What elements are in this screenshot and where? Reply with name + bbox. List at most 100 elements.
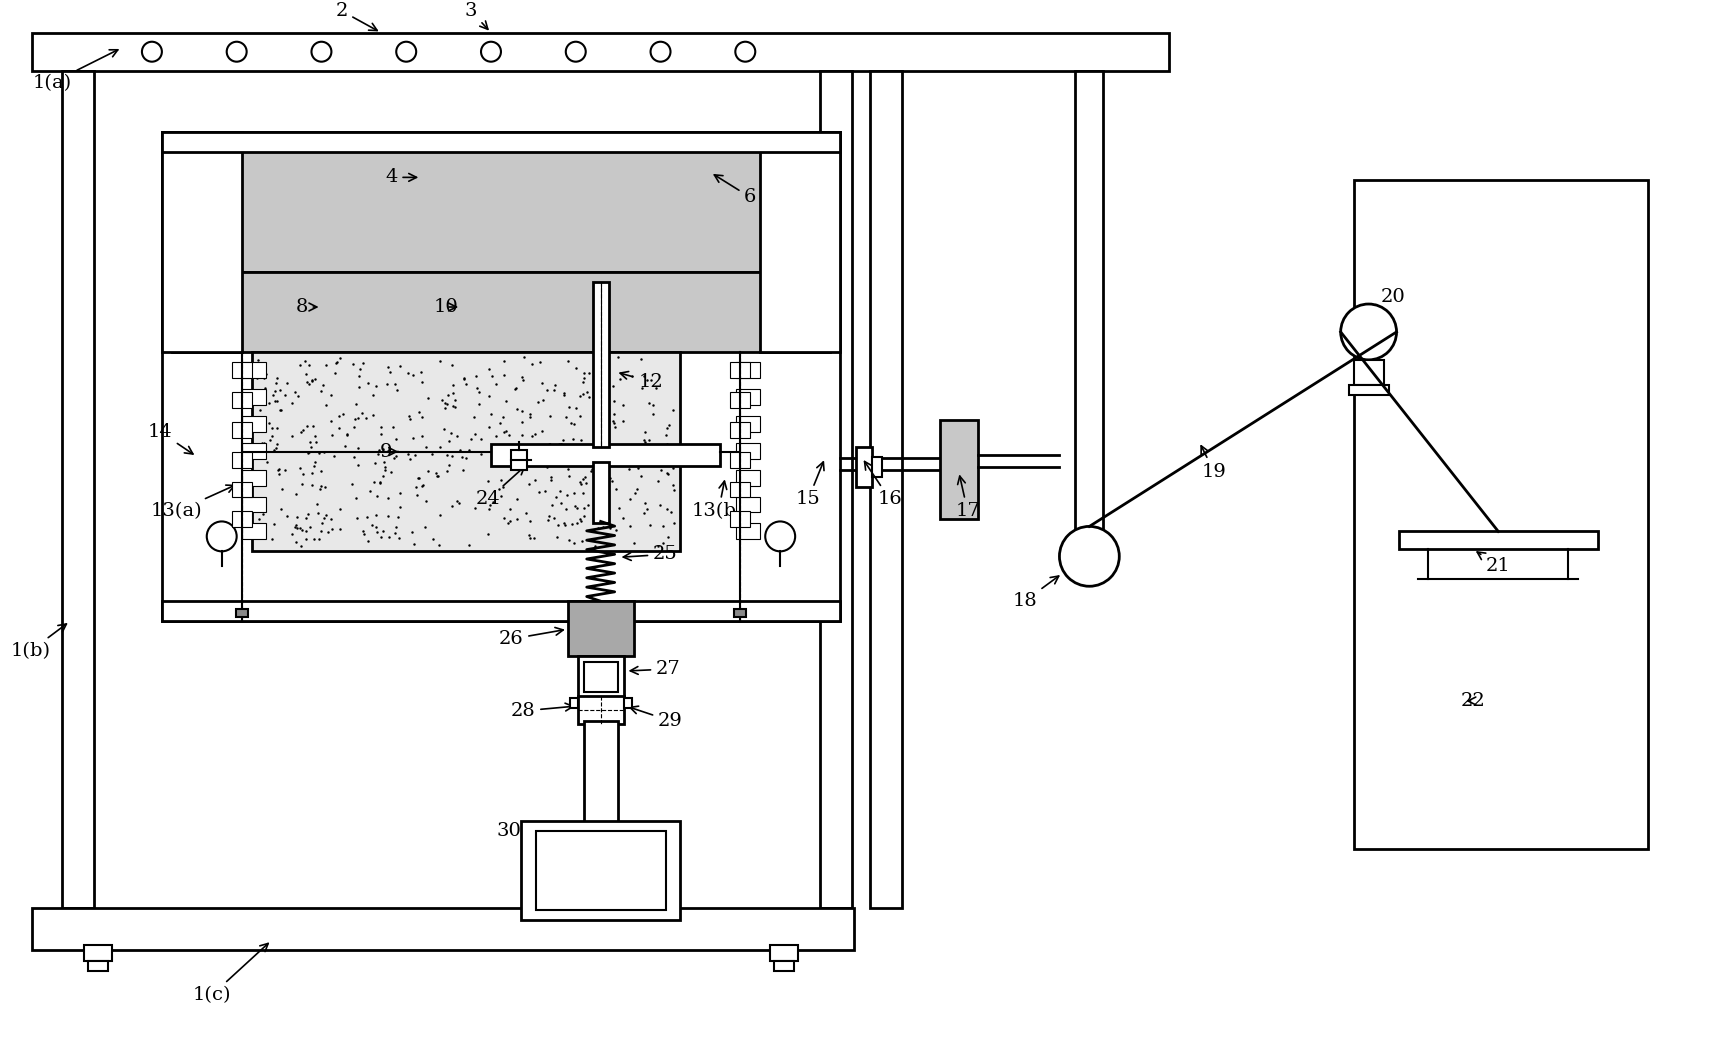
Bar: [736, 496, 760, 513]
Bar: [1398, 532, 1598, 550]
Text: 19: 19: [1201, 446, 1227, 480]
Bar: [231, 392, 252, 408]
Text: 29: 29: [630, 706, 683, 729]
Bar: [731, 362, 751, 377]
Text: 15: 15: [796, 461, 825, 509]
Bar: [171, 272, 830, 352]
Bar: [163, 132, 241, 352]
Bar: [736, 470, 760, 486]
Circle shape: [397, 42, 416, 62]
Text: 8: 8: [296, 298, 317, 316]
Bar: [163, 601, 840, 621]
Text: 16: 16: [864, 461, 902, 509]
Bar: [231, 362, 252, 377]
Bar: [520, 821, 681, 921]
Bar: [231, 512, 252, 528]
Circle shape: [207, 521, 236, 552]
Bar: [536, 830, 666, 910]
Text: 24: 24: [476, 467, 525, 509]
Bar: [736, 442, 760, 458]
Bar: [241, 496, 265, 513]
Bar: [820, 70, 852, 908]
Bar: [583, 662, 618, 692]
Bar: [236, 610, 248, 617]
Bar: [171, 143, 830, 272]
Circle shape: [566, 42, 585, 62]
Bar: [760, 132, 840, 352]
Text: 26: 26: [498, 627, 563, 648]
Text: 18: 18: [1013, 576, 1059, 611]
Text: 4: 4: [385, 168, 416, 186]
Text: 11: 11: [544, 442, 568, 460]
Circle shape: [736, 42, 755, 62]
Circle shape: [1059, 527, 1119, 586]
Bar: [736, 416, 760, 432]
Bar: [592, 461, 609, 523]
Text: 3: 3: [465, 2, 488, 29]
Bar: [731, 392, 751, 408]
Text: 9: 9: [380, 442, 399, 460]
Bar: [33, 908, 854, 950]
Bar: [731, 481, 751, 497]
Circle shape: [765, 521, 796, 552]
Bar: [856, 447, 873, 487]
Bar: [33, 33, 1169, 70]
Bar: [736, 362, 760, 377]
Text: 20: 20: [1359, 288, 1406, 313]
Text: 6: 6: [713, 174, 756, 206]
Text: 10: 10: [433, 298, 459, 316]
Bar: [583, 721, 618, 826]
Bar: [578, 656, 623, 698]
Bar: [1353, 359, 1384, 385]
Text: 13(b): 13(b): [693, 481, 744, 520]
Bar: [578, 696, 623, 724]
Circle shape: [226, 42, 246, 62]
Bar: [1076, 70, 1104, 566]
Circle shape: [1341, 304, 1396, 359]
Bar: [731, 452, 751, 468]
Bar: [568, 601, 633, 656]
Bar: [623, 698, 631, 708]
Bar: [512, 450, 527, 470]
Text: 25: 25: [623, 545, 678, 563]
Bar: [241, 416, 265, 432]
Text: 1(c): 1(c): [193, 944, 269, 1004]
Bar: [163, 132, 840, 621]
Text: 1(a): 1(a): [33, 49, 118, 91]
Circle shape: [650, 42, 671, 62]
Text: 1(b): 1(b): [10, 624, 67, 660]
Bar: [731, 421, 751, 437]
Bar: [592, 282, 609, 447]
Bar: [241, 470, 265, 486]
Bar: [231, 421, 252, 437]
Bar: [252, 352, 681, 552]
Bar: [87, 962, 108, 971]
Circle shape: [481, 42, 501, 62]
Bar: [62, 70, 94, 908]
Text: 30: 30: [496, 822, 561, 840]
Text: 28: 28: [510, 702, 573, 720]
Bar: [241, 389, 265, 405]
Text: 14: 14: [147, 423, 193, 454]
Bar: [491, 444, 720, 466]
Bar: [736, 523, 760, 539]
Text: 13(a): 13(a): [151, 486, 234, 520]
Text: 22: 22: [1461, 692, 1485, 709]
Bar: [869, 70, 902, 908]
Bar: [163, 132, 840, 152]
Bar: [731, 512, 751, 528]
Bar: [231, 481, 252, 497]
Text: 17: 17: [955, 476, 980, 520]
Bar: [570, 698, 578, 708]
Bar: [773, 962, 794, 971]
Bar: [1353, 181, 1648, 848]
Bar: [241, 362, 265, 377]
Bar: [241, 442, 265, 458]
Bar: [873, 456, 881, 476]
Text: 23: 23: [606, 448, 660, 466]
Circle shape: [311, 42, 332, 62]
Text: 5: 5: [173, 174, 212, 206]
Bar: [736, 389, 760, 405]
Circle shape: [142, 42, 163, 62]
Text: 21: 21: [1477, 552, 1511, 575]
